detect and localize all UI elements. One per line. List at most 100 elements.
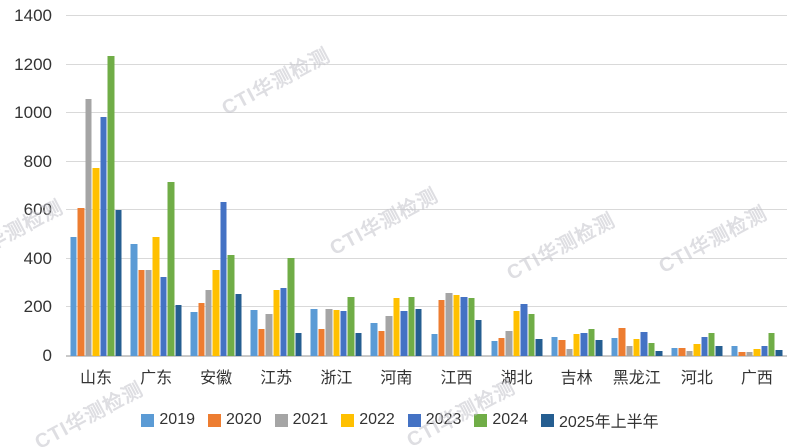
x-axis-label: 河南 xyxy=(380,370,413,387)
gridline xyxy=(66,160,787,162)
bar-2020 xyxy=(138,269,145,356)
bar-stack xyxy=(551,16,603,356)
gridline xyxy=(66,63,787,65)
bar-2022 xyxy=(92,167,100,356)
bar-2025年上半年 xyxy=(595,340,603,356)
legend-item: 2019 xyxy=(141,411,195,429)
bar-2019 xyxy=(130,244,138,356)
bar-2020 xyxy=(678,347,686,356)
y-axis-tick-label: 1200 xyxy=(14,54,52,74)
bar-stack xyxy=(370,16,422,356)
legend-label: 2021 xyxy=(292,411,329,428)
bar-2020 xyxy=(77,207,85,356)
bar-2025年上半年 xyxy=(775,349,783,356)
bar-2021 xyxy=(205,290,212,356)
gridline xyxy=(66,257,787,259)
bar-2022 xyxy=(393,297,400,356)
x-axis-label: 广东 xyxy=(140,370,173,387)
bar-2025年上半年 xyxy=(115,210,122,356)
legend-swatch-icon xyxy=(208,413,221,427)
bar-2025年上半年 xyxy=(415,308,422,356)
bar-stack xyxy=(611,16,663,356)
bar-2024 xyxy=(107,56,115,356)
legend-label: 2020 xyxy=(226,411,262,428)
bar-2024 xyxy=(287,257,295,356)
bar-2020 xyxy=(438,300,445,356)
bar-2021 xyxy=(325,308,333,356)
bar-2021 xyxy=(265,313,273,356)
bar-2024 xyxy=(708,332,715,356)
bar-2019 xyxy=(370,323,378,356)
bar-stack xyxy=(130,16,182,356)
x-axis-line xyxy=(66,355,787,357)
x-axis-label: 广西 xyxy=(740,370,773,387)
bar-stack xyxy=(70,16,122,356)
y-axis-tick-label: 400 xyxy=(23,248,52,268)
bar-stack xyxy=(731,16,783,356)
bar-2020 xyxy=(198,302,205,356)
bar-2025年上半年 xyxy=(295,332,302,356)
bar-group: 山东 xyxy=(66,16,126,387)
bar-2022 xyxy=(573,334,580,356)
bar-2022 xyxy=(753,348,761,356)
bar-group: 江西 xyxy=(427,16,487,387)
gridline xyxy=(66,15,787,16)
legend-label: 2023 xyxy=(425,411,462,428)
bar-2019 xyxy=(310,308,318,356)
y-axis-tick-label: 0 xyxy=(42,346,52,365)
bar-2023 xyxy=(761,346,768,356)
bar-2023 xyxy=(280,288,287,356)
bar-group: 吉林 xyxy=(547,16,607,387)
gridline xyxy=(66,209,787,211)
legend-label: 2025年上半年 xyxy=(558,414,659,431)
bar-2023 xyxy=(580,332,588,356)
bar-group: 广东 xyxy=(126,16,186,387)
bar-2019 xyxy=(551,336,558,356)
legend-item: 2022 xyxy=(341,411,395,429)
bar-2024 xyxy=(347,296,355,356)
bar-2023 xyxy=(160,277,167,356)
legend-swatch-icon xyxy=(274,413,288,427)
bar-2021 xyxy=(145,269,152,356)
bar-2019 xyxy=(611,337,618,356)
y-axis-tick-label: 800 xyxy=(23,151,52,171)
bar-2020 xyxy=(498,337,505,356)
x-axis-label: 吉林 xyxy=(560,370,593,387)
x-axis-label: 江西 xyxy=(440,370,473,387)
bar-2023 xyxy=(100,116,107,356)
x-axis-label: 江苏 xyxy=(260,370,293,387)
bar-2022 xyxy=(693,343,701,356)
legend-item: 2024 xyxy=(474,411,528,429)
bar-2022 xyxy=(633,339,640,356)
bar-2020 xyxy=(618,328,626,356)
bar-group: 河北 xyxy=(667,16,727,387)
bar-2023 xyxy=(400,311,408,356)
bar-2019 xyxy=(190,312,198,356)
legend-label: 2022 xyxy=(359,411,395,428)
legend-swatch-icon xyxy=(407,413,421,427)
bar-stack xyxy=(250,16,302,356)
bar-2024 xyxy=(528,313,535,356)
bar-2020 xyxy=(258,329,265,356)
bar-2023 xyxy=(460,296,468,356)
bar-2025年上半年 xyxy=(715,346,723,356)
bar-stack xyxy=(310,16,362,356)
y-axis-tick-label: 1400 xyxy=(14,6,52,25)
y-axis-tick-label: 600 xyxy=(23,200,52,220)
bar-2025年上半年 xyxy=(355,332,362,356)
bar-2025年上半年 xyxy=(235,294,242,356)
bar-2021 xyxy=(566,348,573,356)
bar-2025年上半年 xyxy=(175,305,182,356)
bar-2021 xyxy=(626,346,633,356)
x-axis-label: 山东 xyxy=(80,370,113,387)
x-axis-label: 河北 xyxy=(680,370,713,387)
bar-2023 xyxy=(701,336,708,356)
bar-2022 xyxy=(333,309,340,356)
bar-2023 xyxy=(520,303,528,356)
bar-2023 xyxy=(220,201,227,356)
bar-stack xyxy=(190,16,242,356)
bar-2024 xyxy=(468,297,475,356)
bar-2020 xyxy=(558,340,566,356)
bar-2025年上半年 xyxy=(655,351,663,356)
legend-item: 2020 xyxy=(208,411,262,429)
